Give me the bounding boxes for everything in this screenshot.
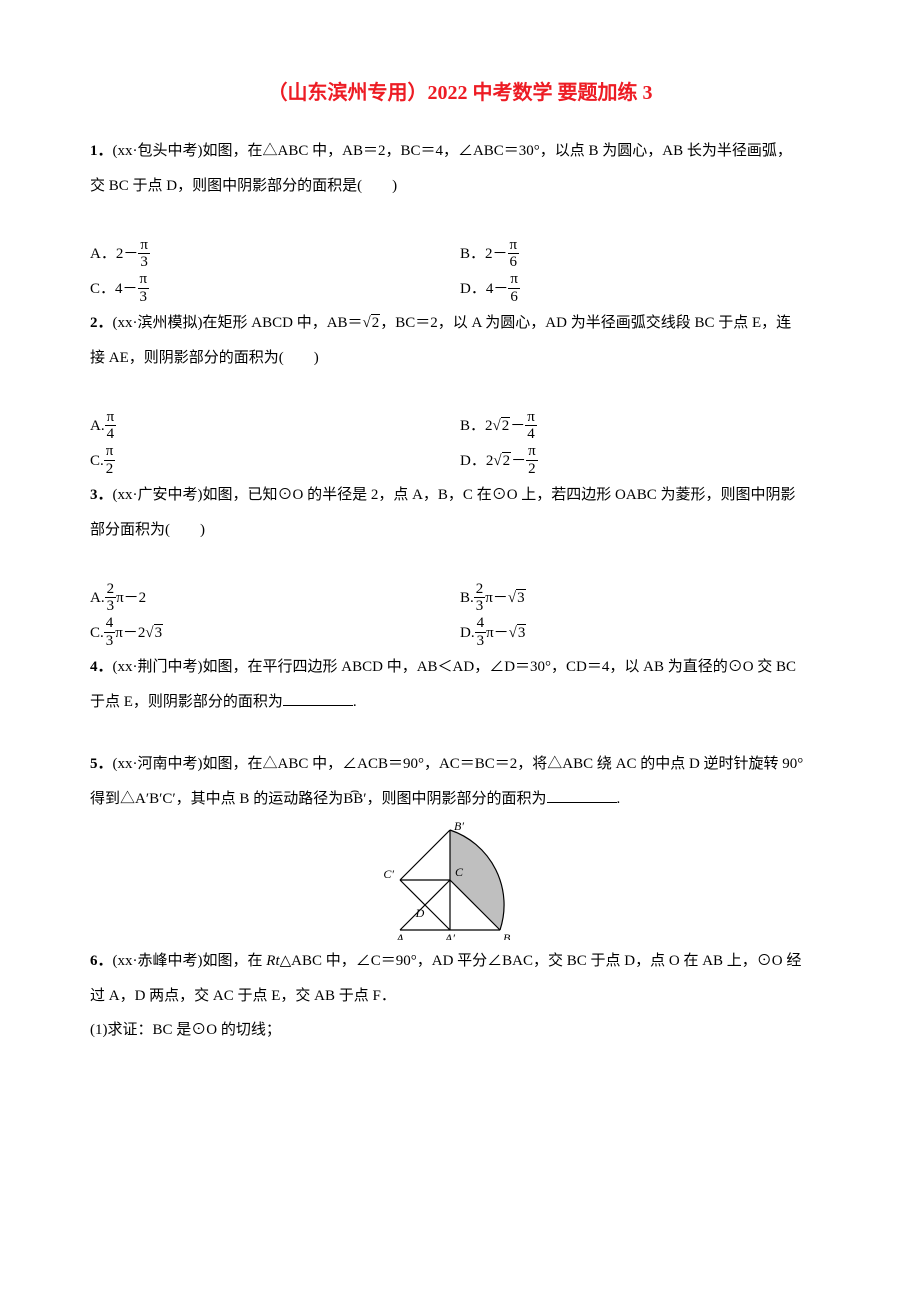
q2-option-c: C.π2 (90, 444, 460, 479)
document-title: （山东滨州专用）2022 中考数学 要题加练 3 (90, 70, 830, 116)
q1-option-c: C．4－π3 (90, 272, 460, 307)
q1-figure-placeholder (90, 203, 830, 237)
arc-bb: BB′ (343, 782, 366, 817)
question-2: 2．(xx·滨州模拟)在矩形 ABCD 中，AB＝2，BC＝2，以 A 为圆心，… (90, 306, 830, 341)
q3-number: 3． (90, 487, 113, 503)
q2-text-line2: 接 AE，则阴影部分的面积为( ) (90, 341, 830, 376)
question-5: 5．(xx·河南中考)如图，在△ABC 中，∠ACB＝90°，AC＝BC＝2，将… (90, 747, 830, 782)
q4-blank (283, 690, 353, 706)
q6-source: (xx·赤峰中考) (113, 953, 203, 969)
svg-text:D: D (415, 906, 425, 920)
q3-options: A.23π－2 B.23π－3 C.43π－23 D.43π－3 (90, 581, 830, 650)
q3-figure-placeholder (90, 547, 830, 581)
svg-text:B′: B′ (454, 820, 464, 833)
q1-option-a: A．2－π3 (90, 237, 460, 272)
q4-number: 4． (90, 659, 113, 675)
q3-text-line2: 部分面积为( ) (90, 513, 830, 548)
q3-option-a: A.23π－2 (90, 581, 460, 616)
svg-text:C: C (455, 865, 464, 879)
q2-option-a: A.π4 (90, 409, 460, 444)
question-4: 4．(xx·荆门中考)如图，在平行四边形 ABCD 中，AB＜AD，∠D＝30°… (90, 650, 830, 685)
q2-option-d: D．22－π2 (460, 444, 830, 479)
q5-number: 5． (90, 756, 113, 772)
q4-figure-placeholder (90, 719, 830, 747)
svg-text:A: A (395, 931, 404, 940)
q1-option-b: B．2－π6 (460, 237, 830, 272)
q3-option-d: D.43π－3 (460, 616, 830, 651)
page: （山东滨州专用）2022 中考数学 要题加练 3 1．(xx·包头中考)如图，在… (0, 0, 920, 1088)
q4-text-line2: 于点 E，则阴影部分的面积为. (90, 685, 830, 720)
q3-option-c: C.43π－23 (90, 616, 460, 651)
svg-text:C′: C′ (383, 867, 394, 881)
q6-number: 6． (90, 953, 113, 969)
q5-blank (547, 787, 617, 803)
q6-text-line3: (1)求证：BC 是⊙O 的切线； (90, 1013, 830, 1048)
q5-diagram: A A′ B C C′ D B′ (360, 820, 560, 940)
question-3: 3．(xx·广安中考)如图，已知⊙O 的半径是 2，点 A，B，C 在⊙O 上，… (90, 478, 830, 513)
svg-text:A′: A′ (444, 931, 455, 940)
q5-text-line2: 得到△A′B′C′，其中点 B 的运动路径为BB′，则图中阴影部分的面积为. (90, 782, 830, 817)
q5-source: (xx·河南中考) (113, 756, 203, 772)
q2-number: 2． (90, 315, 113, 331)
q3-option-b: B.23π－3 (460, 581, 830, 616)
question-6: 6．(xx·赤峰中考)如图，在 Rt△ABC 中，∠C＝90°，AD 平分∠BA… (90, 944, 830, 979)
q3-source: (xx·广安中考) (113, 487, 203, 503)
q2-options: A.π4 B．22－π4 C.π2 D．22－π2 (90, 409, 830, 478)
q1-source: (xx·包头中考) (113, 143, 203, 159)
q1-option-d: D．4－π6 (460, 272, 830, 307)
svg-text:B: B (503, 931, 511, 940)
question-1: 1．(xx·包头中考)如图，在△ABC 中，AB＝2，BC＝4，∠ABC＝30°… (90, 134, 830, 169)
q6-text-line2: 过 A，D 两点，交 AC 于点 E，交 AB 于点 F． (90, 979, 830, 1014)
q1-text-line1: 如图，在△ABC 中，AB＝2，BC＝4，∠ABC＝30°，以点 B 为圆心，A… (203, 143, 792, 159)
q1-options: A．2－π3 B．2－π6 C．4－π3 D．4－π6 (90, 237, 830, 306)
q2-source: (xx·滨州模拟) (113, 315, 203, 331)
q4-source: (xx·荆门中考) (113, 659, 203, 675)
q5-figure: A A′ B C C′ D B′ (90, 820, 830, 940)
q1-number: 1． (90, 143, 113, 159)
q2-figure-placeholder (90, 375, 830, 409)
q2-option-b: B．22－π4 (460, 409, 830, 444)
q1-text-line2: 交 BC 于点 D，则图中阴影部分的面积是( ) (90, 169, 830, 204)
